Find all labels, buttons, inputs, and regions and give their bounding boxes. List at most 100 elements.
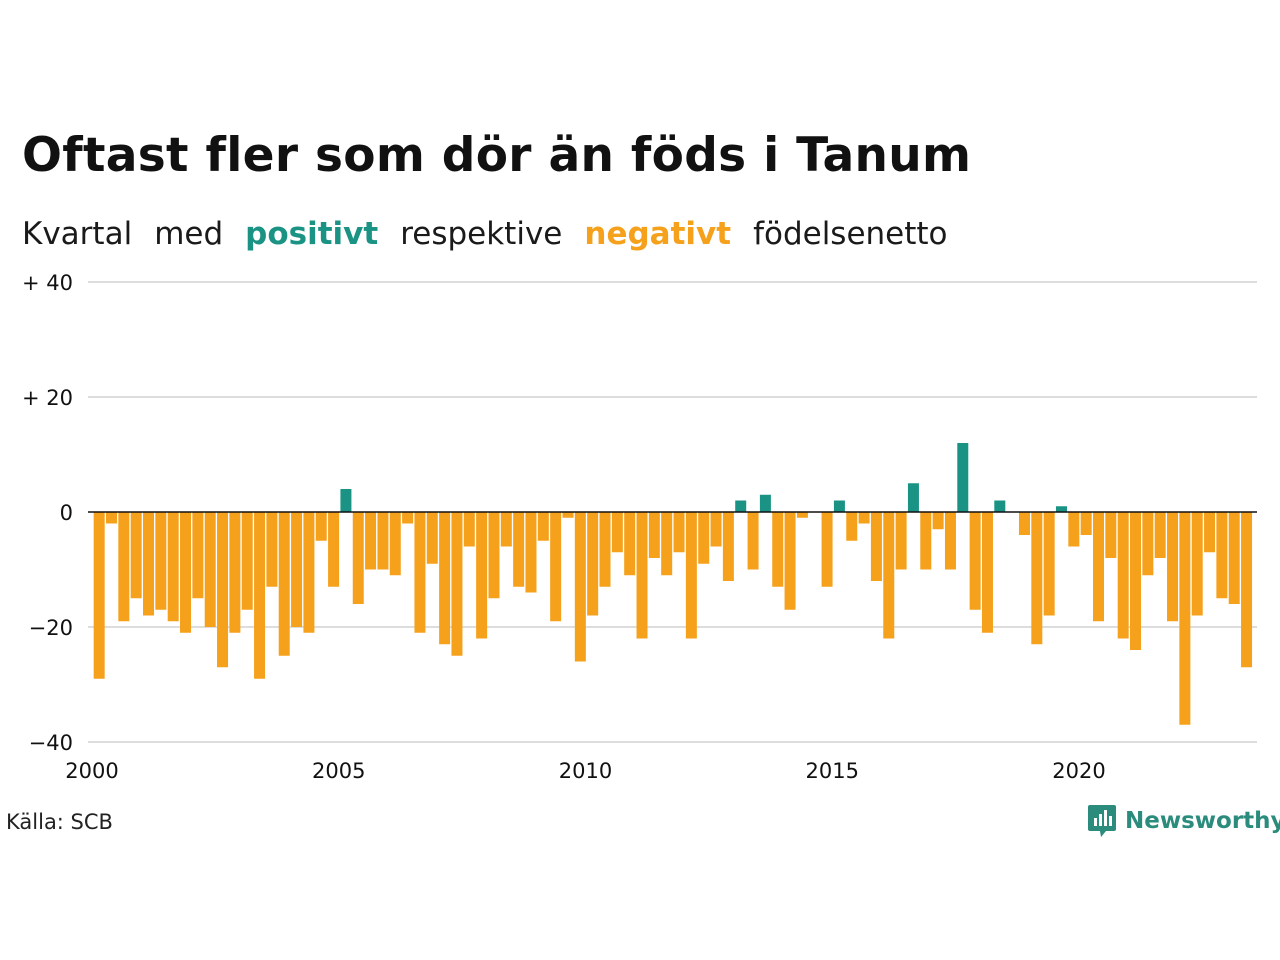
bar-negative bbox=[389, 512, 401, 576]
bar-negative bbox=[192, 512, 204, 599]
x-tick-label: 2020 bbox=[1052, 759, 1105, 783]
bar-negative bbox=[1191, 512, 1203, 616]
bar-negative bbox=[574, 512, 586, 662]
bar-negative bbox=[463, 512, 475, 547]
bar-negative bbox=[784, 512, 796, 610]
bar-positive bbox=[957, 443, 969, 512]
bar-positive bbox=[907, 483, 919, 512]
y-tick-label: −40 bbox=[29, 731, 73, 755]
bar-negative bbox=[93, 512, 105, 679]
bar-negative bbox=[883, 512, 895, 639]
subtitle-positive-keyword: positivt bbox=[245, 216, 379, 252]
bar-negative bbox=[513, 512, 525, 587]
bar-negative bbox=[981, 512, 993, 633]
bar-negative bbox=[328, 512, 340, 587]
bar-negative bbox=[1117, 512, 1129, 639]
bar-negative bbox=[624, 512, 636, 576]
bar-negative bbox=[1241, 512, 1253, 668]
bar-negative bbox=[365, 512, 377, 570]
bar-positive bbox=[833, 500, 845, 512]
bar-negative bbox=[352, 512, 364, 604]
bar-negative bbox=[550, 512, 562, 622]
bar-negative bbox=[1093, 512, 1105, 622]
bar-negative bbox=[685, 512, 697, 639]
x-axis: 2000 2005 2010 2015 2020 bbox=[65, 759, 1105, 783]
bar-negative bbox=[241, 512, 253, 610]
bar-negative bbox=[870, 512, 882, 581]
bar-negative bbox=[426, 512, 438, 564]
bar-negative bbox=[1204, 512, 1216, 553]
bar-negative bbox=[1228, 512, 1240, 604]
bar-negative bbox=[402, 512, 414, 524]
bar-negative bbox=[291, 512, 303, 627]
x-tick-label: 2015 bbox=[806, 759, 859, 783]
bar-negative bbox=[204, 512, 216, 627]
subtitle-word: Kvartal bbox=[22, 216, 133, 252]
bar-negative bbox=[1043, 512, 1055, 616]
brand-logo: Newsworthy bbox=[1087, 803, 1280, 839]
bar-negative bbox=[439, 512, 451, 645]
bar-negative bbox=[500, 512, 512, 547]
bar-negative bbox=[747, 512, 759, 570]
bar-negative bbox=[710, 512, 722, 547]
subtitle-word: med bbox=[154, 216, 224, 252]
bar-negative bbox=[476, 512, 488, 639]
bar-negative bbox=[1154, 512, 1166, 558]
bar-negative bbox=[821, 512, 833, 587]
bar-negative bbox=[278, 512, 290, 656]
y-axis: + 40 + 20 0 −20 −40 bbox=[22, 271, 73, 755]
bar-negative bbox=[217, 512, 229, 668]
bar-negative bbox=[1068, 512, 1080, 547]
y-tick-label: + 40 bbox=[22, 271, 73, 295]
bar-negative bbox=[587, 512, 599, 616]
bar-negative bbox=[1105, 512, 1117, 558]
bar-negative bbox=[155, 512, 167, 610]
bar-negative bbox=[1080, 512, 1092, 535]
y-tick-label: + 20 bbox=[22, 386, 73, 410]
brand-name: Newsworthy bbox=[1125, 808, 1280, 834]
bar-negative bbox=[944, 512, 956, 570]
bar-negative bbox=[1167, 512, 1179, 622]
bar-negative bbox=[920, 512, 932, 570]
bar-negative bbox=[266, 512, 278, 587]
y-tick-label: −20 bbox=[29, 616, 73, 640]
bar-negative bbox=[118, 512, 130, 622]
bar-negative bbox=[1179, 512, 1191, 725]
source-note: Källa: SCB bbox=[6, 810, 113, 834]
bar-negative bbox=[969, 512, 981, 610]
bar-negative bbox=[180, 512, 192, 633]
bar-positive bbox=[735, 500, 747, 512]
bar-negative bbox=[722, 512, 734, 581]
bar-negative bbox=[1216, 512, 1228, 599]
bar-negative bbox=[143, 512, 155, 616]
bar-negative bbox=[1031, 512, 1043, 645]
bar-negative bbox=[661, 512, 673, 576]
bar-negative bbox=[636, 512, 648, 639]
newsworthy-logo-icon bbox=[1088, 805, 1116, 837]
chart-subtitle: Kvartal med positivt respektive negativt föde… bbox=[22, 216, 970, 252]
bar-positive bbox=[994, 500, 1006, 512]
subtitle-negative-keyword: negativt bbox=[584, 216, 732, 252]
bar-positive bbox=[759, 494, 771, 512]
bars bbox=[93, 443, 1253, 725]
y-tick-label: 0 bbox=[60, 501, 73, 525]
bar-negative bbox=[895, 512, 907, 570]
bar-negative bbox=[599, 512, 611, 587]
x-tick-label: 2000 bbox=[65, 759, 118, 783]
bar-negative bbox=[315, 512, 327, 541]
bar-negative bbox=[377, 512, 389, 570]
bar-negative bbox=[229, 512, 241, 633]
bar-positive bbox=[340, 489, 352, 512]
chart-title: Oftast fler som dör än föds i Tanum bbox=[22, 128, 972, 183]
bar-negative bbox=[611, 512, 623, 553]
bar-negative bbox=[488, 512, 500, 599]
x-tick-label: 2010 bbox=[559, 759, 612, 783]
bar-negative bbox=[846, 512, 858, 541]
bar-negative bbox=[562, 512, 574, 518]
bar-negative bbox=[130, 512, 142, 599]
bar-negative bbox=[772, 512, 784, 587]
x-tick-label: 2005 bbox=[312, 759, 365, 783]
bar-negative bbox=[1018, 512, 1030, 535]
bar-negative bbox=[1142, 512, 1154, 576]
